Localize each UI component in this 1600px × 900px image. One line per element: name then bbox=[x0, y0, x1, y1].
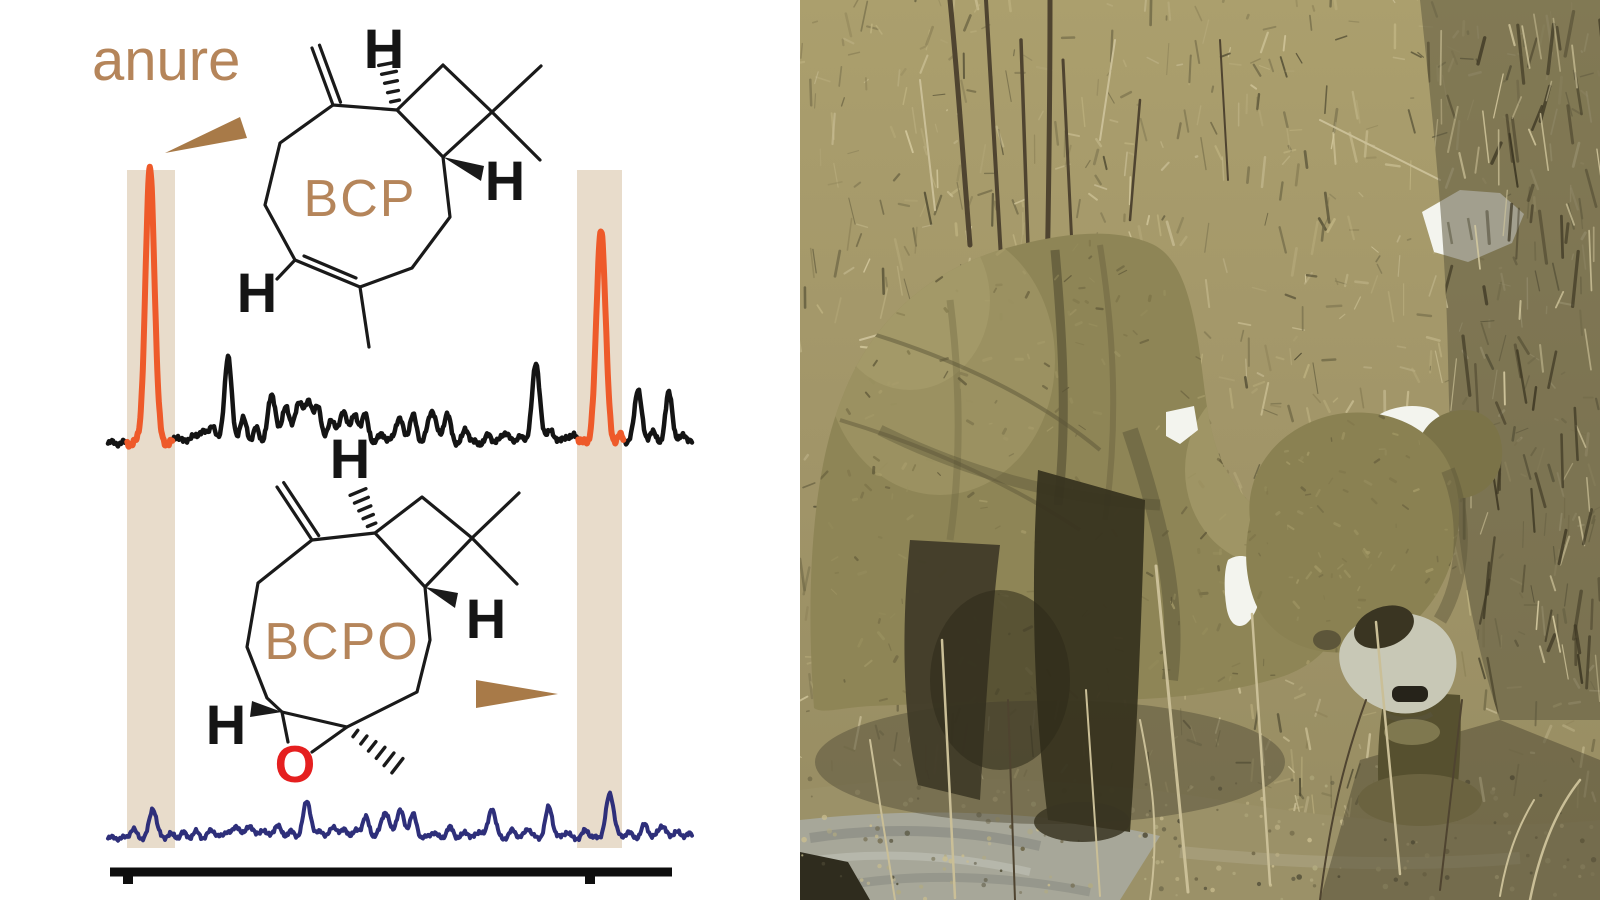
axis-tick bbox=[123, 875, 133, 884]
bcp-solid-wedge-h bbox=[443, 157, 484, 181]
bcpo-gem-methyl-up bbox=[470, 491, 521, 540]
bcpo-epoxide-bond-left bbox=[280, 710, 290, 744]
bcp-h-top: H bbox=[364, 17, 404, 80]
panda-photo-panel bbox=[800, 0, 1600, 900]
panda-eye-left bbox=[1313, 630, 1341, 650]
panda bbox=[810, 233, 1503, 842]
bcpo-structure: H H H O BCPO bbox=[206, 427, 521, 794]
bcpo-hashed-wedge-h bbox=[348, 487, 378, 529]
x-axis bbox=[110, 867, 672, 884]
bcpo-cyclobutane-bond bbox=[373, 495, 474, 589]
bcp-name-label: BCP bbox=[304, 170, 417, 228]
caption-fragment-manure: anure bbox=[92, 28, 240, 93]
bcp-h-vinyl: H bbox=[237, 261, 277, 324]
bcpo-epoxide-bond-right bbox=[310, 725, 349, 754]
panda-nose bbox=[1392, 686, 1428, 702]
traces bbox=[105, 163, 695, 843]
foreground-grass bbox=[869, 564, 1582, 900]
bcpo-h-left: H bbox=[206, 693, 246, 756]
bcp-exo-methylene-bond bbox=[310, 46, 335, 107]
retention-band bbox=[127, 170, 175, 848]
bcpo-oxygen-label: O bbox=[275, 736, 315, 794]
bcpo-name-label: BCPO bbox=[264, 613, 419, 671]
panda-photo-svg bbox=[800, 0, 1600, 900]
bcpo-h-right: H bbox=[466, 587, 506, 650]
panda-chin bbox=[1384, 719, 1440, 745]
bcp-vinyl-h-bond bbox=[275, 258, 297, 281]
bcp-h-right: H bbox=[485, 149, 525, 212]
trace bbox=[106, 790, 694, 843]
bcp-macrocycle-bond bbox=[263, 103, 452, 289]
chromatogram-svg: anure H H H BCP bbox=[92, 17, 695, 884]
highlight-bands bbox=[127, 170, 622, 848]
bcpo-exo-methylene-bond bbox=[275, 485, 314, 542]
panda-paw-left bbox=[1034, 802, 1130, 842]
bcp-structure: H H H BCP bbox=[237, 17, 543, 349]
bcp-gem-methyl-up bbox=[490, 64, 543, 114]
white-fur-neck bbox=[1166, 406, 1198, 444]
highlighted-peak bbox=[575, 228, 627, 447]
head-shade bbox=[1433, 467, 1468, 624]
arrow-marker-top bbox=[165, 117, 247, 153]
chromatogram-panel: anure H H H BCP bbox=[92, 17, 695, 884]
bcp-ring-double-bond bbox=[302, 254, 358, 280]
highlighted-peak bbox=[124, 163, 176, 450]
panda-eye-patch bbox=[1354, 605, 1414, 649]
bcp-methyl-bond bbox=[358, 285, 371, 349]
arrow-marker-bottom bbox=[476, 680, 558, 708]
bcpo-gem-methyl-down bbox=[470, 536, 519, 586]
axis-tick bbox=[585, 875, 595, 884]
dark-debris-corner bbox=[800, 852, 870, 900]
bcpo-h-top: H bbox=[330, 427, 370, 490]
panda-paw-right bbox=[1358, 774, 1482, 826]
bcpo-exo-methylene-bond2 bbox=[282, 481, 321, 538]
panda-head bbox=[1246, 409, 1503, 745]
bcp-cyclobutane-bond bbox=[395, 63, 494, 159]
panda-leg-shadow bbox=[930, 590, 1070, 770]
bcpo-solid-wedge-h-right bbox=[425, 587, 458, 608]
bcp-exo-methylene-bond2 bbox=[317, 43, 343, 104]
bcp-gem-methyl-down bbox=[490, 110, 542, 162]
panda-front-leg bbox=[1033, 470, 1145, 832]
bcpo-solid-wedge-h-left bbox=[250, 701, 282, 717]
bcp-hashed-wedge-h bbox=[377, 60, 402, 104]
bcpo-hashed-methyl bbox=[351, 728, 405, 775]
